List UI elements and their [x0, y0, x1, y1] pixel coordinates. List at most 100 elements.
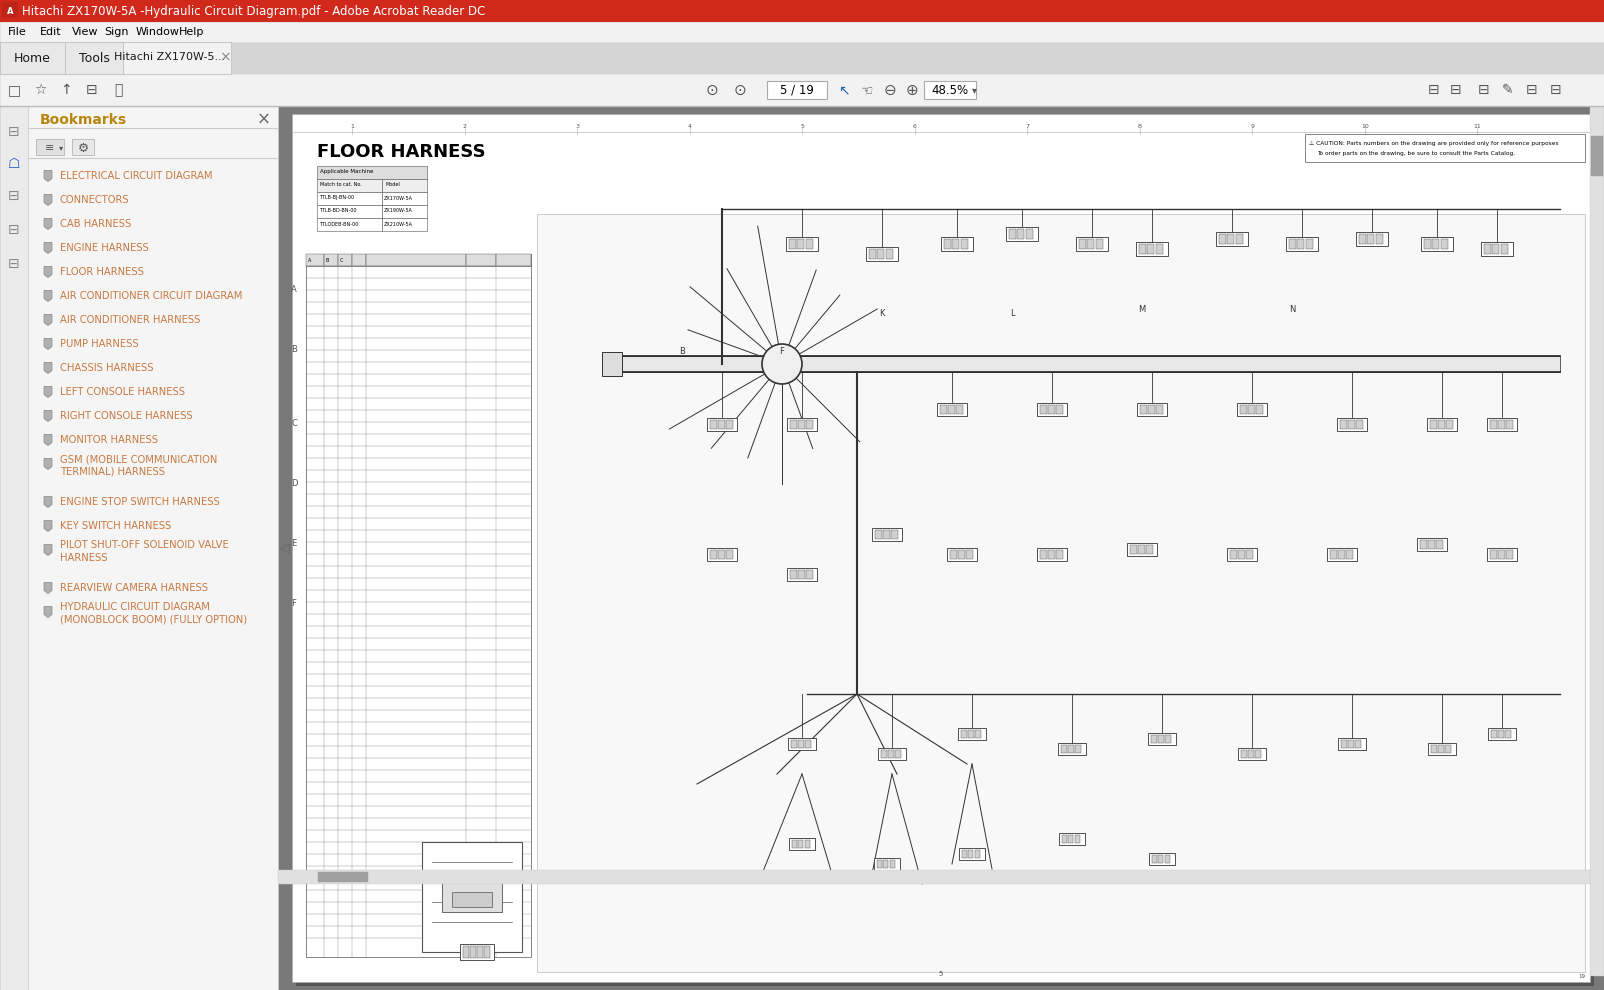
- Text: Window: Window: [136, 27, 180, 37]
- Bar: [1355, 420, 1363, 429]
- Bar: [882, 530, 890, 539]
- Bar: [382, 192, 427, 205]
- Text: ELECTRICAL CIRCUIT DIAGRAM: ELECTRICAL CIRCUIT DIAGRAM: [59, 171, 212, 181]
- Text: Tools: Tools: [79, 51, 109, 64]
- Text: ↑: ↑: [61, 83, 72, 97]
- Polygon shape: [43, 170, 51, 181]
- Bar: [1059, 833, 1084, 845]
- Text: PUMP HARNESS: PUMP HARNESS: [59, 339, 138, 349]
- Bar: [767, 81, 828, 99]
- Text: TTLODEB-BN-00: TTLODEB-BN-00: [319, 222, 358, 227]
- Bar: [799, 840, 804, 848]
- Bar: [1256, 405, 1262, 414]
- Bar: [1480, 242, 1513, 256]
- Bar: [890, 530, 898, 539]
- Bar: [292, 114, 1590, 982]
- Text: ZX170W-5A: ZX170W-5A: [383, 195, 412, 201]
- Bar: [1158, 855, 1163, 863]
- Polygon shape: [43, 339, 51, 349]
- Text: ⊖: ⊖: [884, 82, 897, 97]
- Bar: [1306, 134, 1585, 162]
- Bar: [1248, 405, 1254, 414]
- Bar: [1152, 855, 1156, 863]
- Bar: [1139, 244, 1145, 254]
- Bar: [791, 570, 797, 579]
- Bar: [788, 738, 816, 750]
- Bar: [937, 403, 967, 416]
- Text: ⊟: ⊟: [1525, 83, 1538, 97]
- Bar: [895, 750, 901, 758]
- Text: HYDRAULIC CIRCUIT DIAGRAM: HYDRAULIC CIRCUIT DIAGRAM: [59, 602, 210, 612]
- Bar: [786, 237, 818, 251]
- Text: View: View: [72, 27, 98, 37]
- Bar: [1490, 550, 1497, 559]
- Bar: [1376, 234, 1383, 244]
- Polygon shape: [43, 544, 51, 555]
- Bar: [324, 254, 338, 266]
- Bar: [382, 179, 427, 192]
- Text: Bookmarks: Bookmarks: [40, 113, 127, 127]
- Text: A: A: [308, 257, 311, 262]
- Bar: [1440, 239, 1448, 249]
- Bar: [1079, 239, 1086, 249]
- Bar: [1290, 239, 1296, 249]
- Text: ⊟: ⊟: [87, 83, 98, 97]
- Bar: [805, 239, 813, 249]
- Bar: [35, 139, 64, 155]
- Bar: [791, 740, 797, 748]
- Text: 19: 19: [1578, 973, 1585, 978]
- Text: 48.5%: 48.5%: [932, 83, 969, 96]
- Text: B: B: [678, 346, 685, 355]
- Text: REARVIEW CAMERA HARNESS: REARVIEW CAMERA HARNESS: [59, 583, 209, 593]
- Bar: [1506, 550, 1513, 559]
- Bar: [1136, 242, 1168, 256]
- Bar: [789, 838, 815, 850]
- Bar: [1158, 735, 1165, 743]
- Bar: [877, 860, 882, 868]
- Bar: [1254, 750, 1261, 758]
- Bar: [277, 870, 1590, 884]
- Bar: [1059, 743, 1086, 755]
- Text: ⊟: ⊟: [8, 257, 19, 271]
- Text: ⊟: ⊟: [8, 125, 19, 139]
- Text: ⊟: ⊟: [8, 189, 19, 203]
- Bar: [1140, 405, 1147, 414]
- Bar: [881, 750, 887, 758]
- Bar: [1237, 234, 1243, 244]
- Polygon shape: [43, 243, 51, 253]
- Text: 11: 11: [1474, 124, 1482, 129]
- Bar: [382, 218, 427, 231]
- Bar: [464, 946, 468, 958]
- Bar: [945, 239, 951, 249]
- Text: M: M: [1139, 305, 1145, 314]
- Bar: [1432, 239, 1439, 249]
- Text: TTLB-BD-BN-00: TTLB-BD-BN-00: [319, 209, 356, 214]
- Bar: [1436, 540, 1444, 549]
- Bar: [958, 728, 986, 740]
- Bar: [1227, 234, 1233, 244]
- Text: ×: ×: [220, 50, 231, 64]
- Text: ⌕: ⌕: [114, 83, 122, 97]
- Bar: [1148, 733, 1176, 745]
- Text: ⚠ CAUTION: Parts numbers on the drawing are provided only for reference purposes: ⚠ CAUTION: Parts numbers on the drawing …: [1309, 141, 1559, 146]
- Text: Hitachi ZX170W-5...: Hitachi ZX170W-5...: [114, 52, 226, 62]
- Bar: [1137, 403, 1168, 416]
- Bar: [1165, 855, 1169, 863]
- Text: GSM (MOBILE COMMUNICATION: GSM (MOBILE COMMUNICATION: [59, 454, 218, 464]
- Text: ×: ×: [257, 111, 271, 129]
- Text: Help: Help: [180, 27, 204, 37]
- Text: FLOOR HARNESS: FLOOR HARNESS: [59, 267, 144, 277]
- Bar: [711, 420, 717, 429]
- Bar: [338, 254, 351, 266]
- Text: C: C: [290, 420, 297, 429]
- Bar: [1148, 405, 1155, 414]
- Text: L: L: [1009, 310, 1014, 319]
- Bar: [866, 247, 898, 261]
- Bar: [622, 356, 1561, 372]
- Text: ▾: ▾: [59, 144, 63, 152]
- Bar: [1487, 548, 1517, 561]
- Bar: [602, 352, 622, 376]
- Polygon shape: [43, 607, 51, 618]
- Polygon shape: [43, 194, 51, 206]
- Bar: [0, 106, 27, 990]
